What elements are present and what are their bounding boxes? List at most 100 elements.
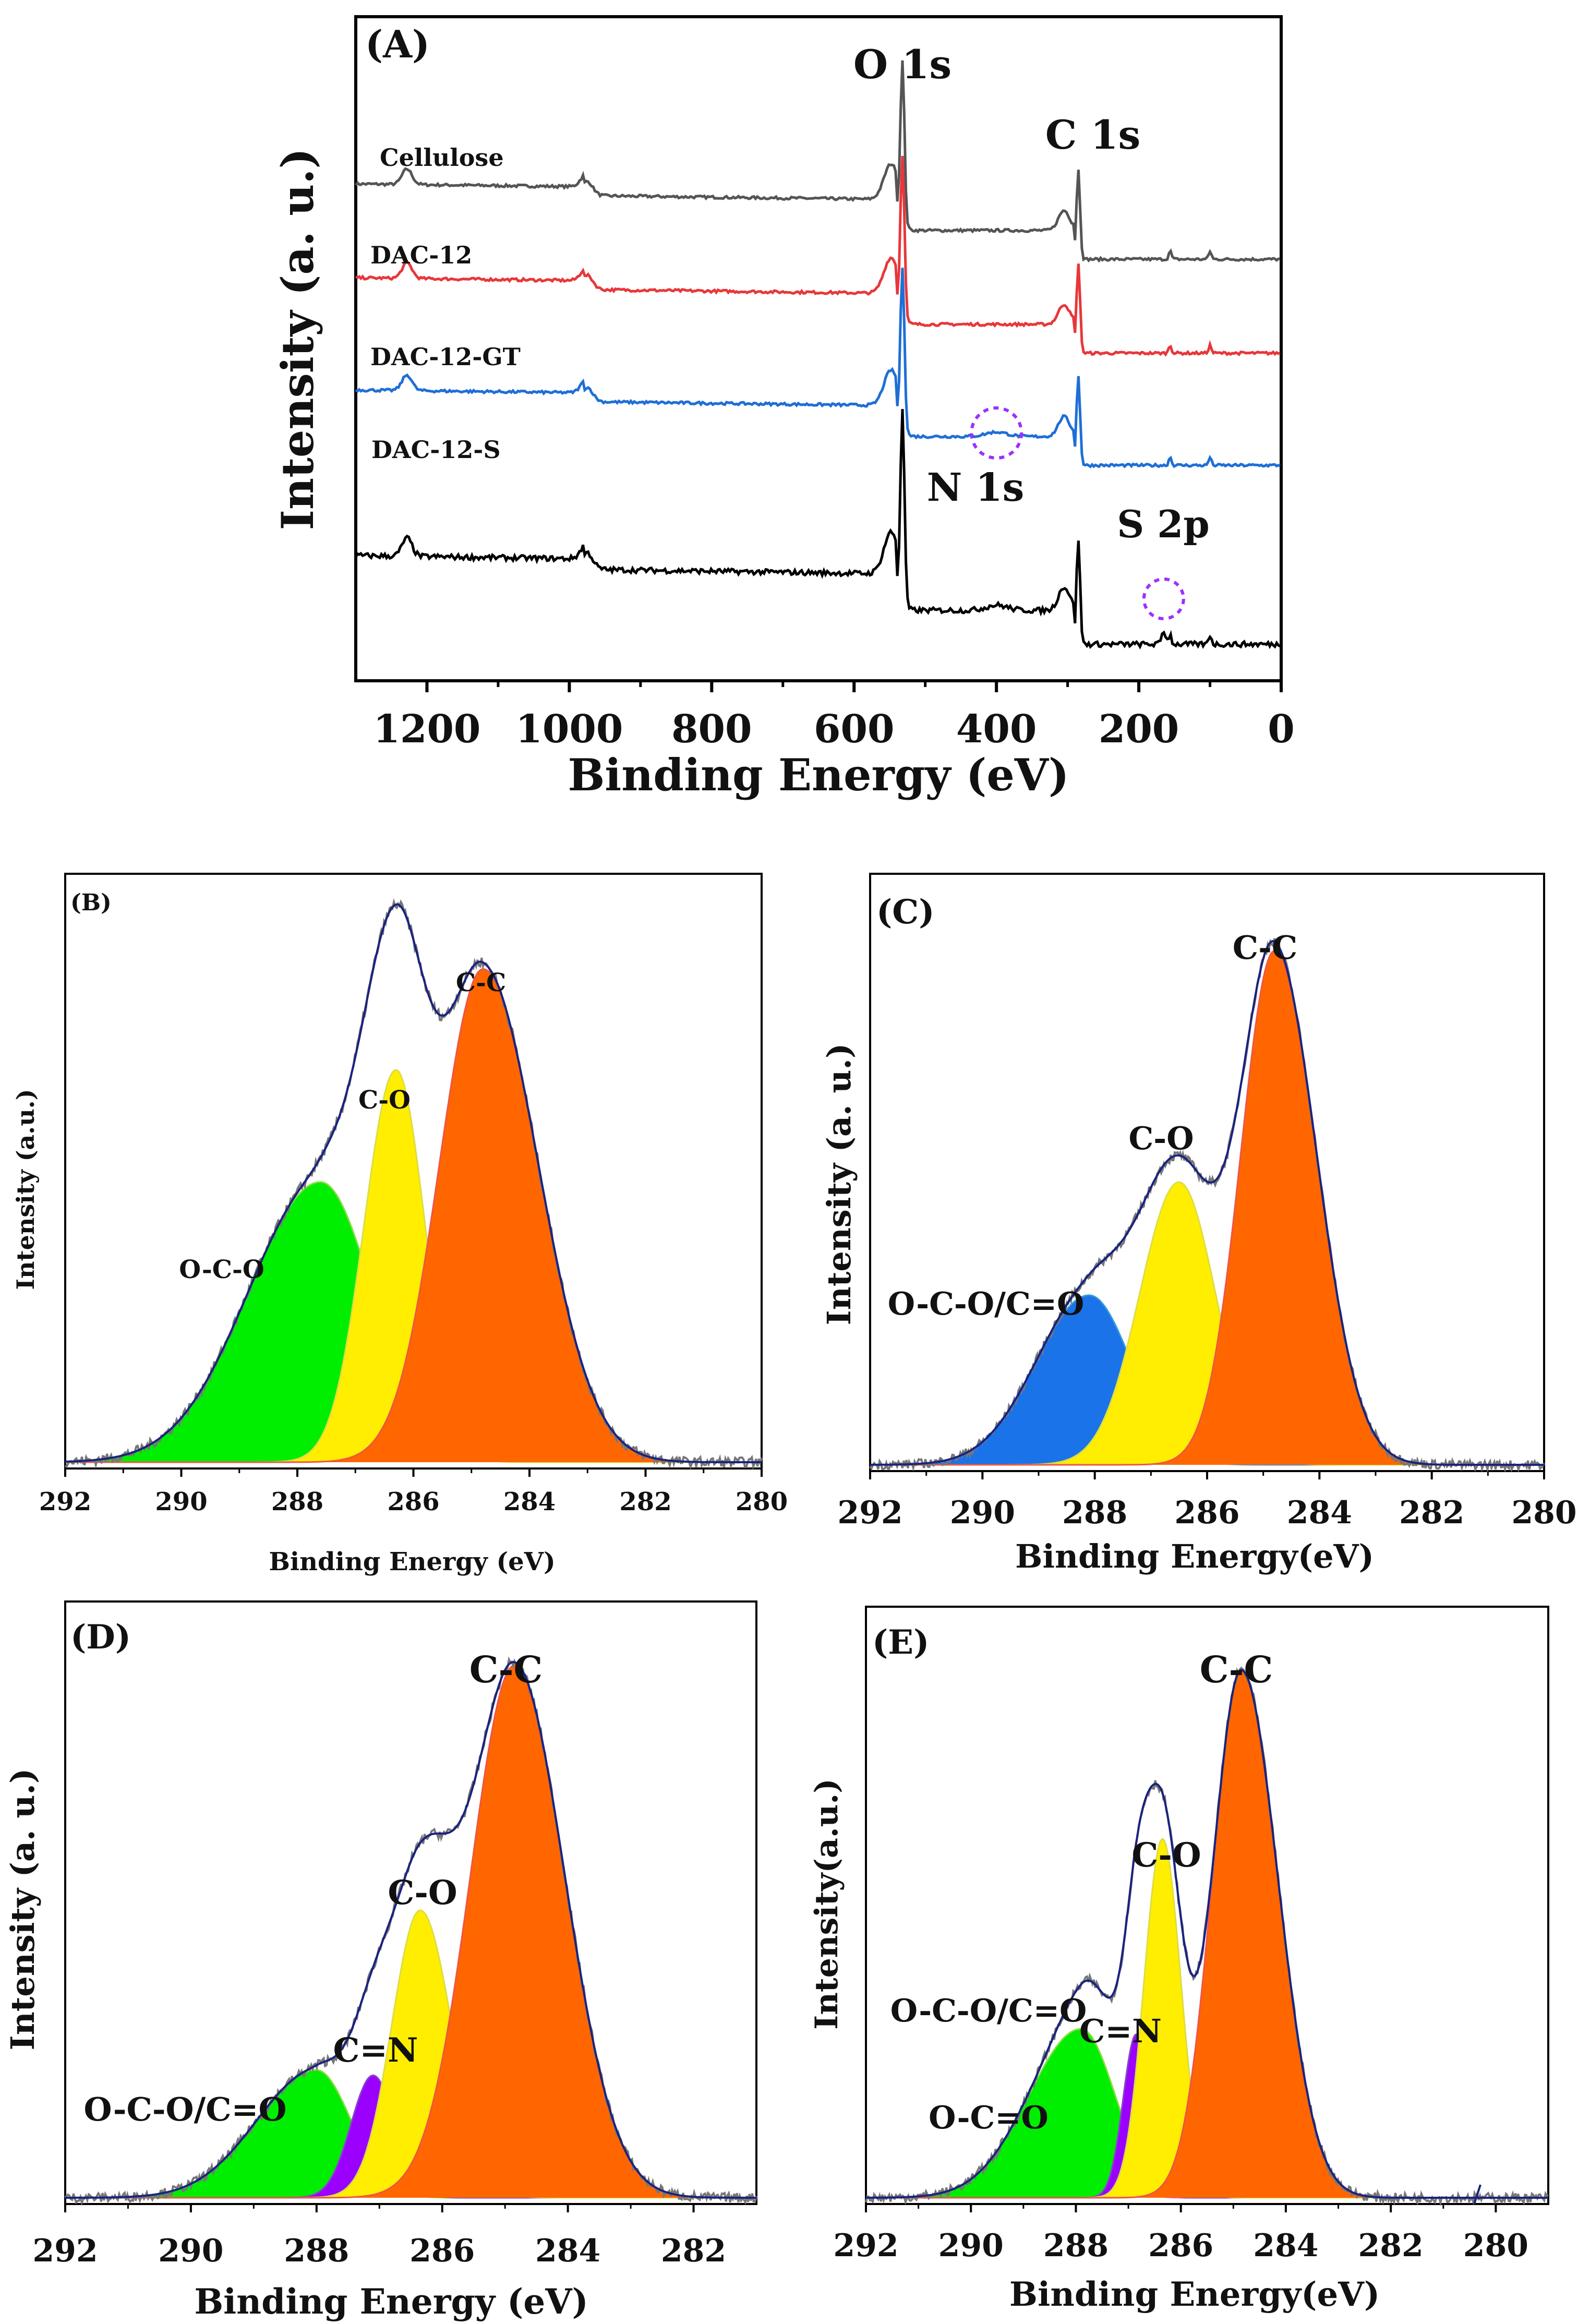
peak-label: C-C [1233,929,1297,967]
trace-end-mark [1473,2184,1481,2205]
panel-d: 292 290 288 286 284 282 (D) Binding Energy (eV)… [4,1600,757,2322]
x-tick-label: 284 [1287,1495,1352,1531]
envelope-line [866,1669,1548,2199]
x-tick-label: 284 [535,2233,600,2269]
n1s-marker-circle [970,406,1023,460]
x-tick-label: 280 [1511,1495,1576,1531]
x-axis-title: Binding Energy (eV) [269,1547,555,1576]
x-tick-label: 282 [619,1487,671,1516]
plot-frame [865,1606,1549,2205]
x-tick-label: 280 [736,1487,788,1516]
peak-label: N 1s [927,465,1025,510]
x-tick-label: 292 [39,1487,91,1516]
x-tick-label: 290 [158,2233,223,2269]
x-tick-label: 282 [1358,2227,1424,2264]
x-tick-label: 288 [271,1487,323,1516]
legend-label: DAC-12-GT [370,343,521,371]
x-tick-label: 280 [1463,2227,1528,2264]
x-tick-label: 286 [387,1487,439,1516]
peak-label: C=N [333,2031,418,2070]
x-tick-label: 1200 [373,707,480,752]
panel-label: (C) [876,893,935,932]
peak-label: C=N [1079,2012,1162,2050]
peak-fill-c-o [65,1070,762,1462]
peak-label: C-O [388,1873,457,1912]
x-tick-label: 284 [1253,2227,1318,2264]
peak-label: O-C-O/C=O [890,1993,1087,2029]
envelope-line [65,903,762,1463]
panel-a: 1200 1000 800 600 400 200 0 (A) Binding Energy (… [272,15,1295,801]
x-tick-label: 282 [661,2233,726,2269]
y-axis-title: Intensity (a.u.) [11,1089,40,1290]
peak-fill-c-c [65,969,762,1462]
series-line-dac-12 [355,155,1281,357]
series-line-dac-12-s [354,409,1281,649]
y-axis-title: Intensity (a. u.) [820,1043,858,1326]
legend-label: DAC-12 [370,241,472,269]
x-tick-label: 288 [284,2233,349,2269]
x-tick-label: 288 [1043,2227,1109,2264]
peak-label: O-C=O [929,2100,1049,2136]
x-axis-title: Binding Energy (eV) [568,749,1069,801]
x-tick-label: 286 [1174,1495,1239,1531]
series-line-cellulose [354,60,1281,263]
peak-fill-c-o [870,1182,1544,1465]
envelope-line [870,940,1544,1466]
plot-frame [64,1600,757,2205]
x-axis-title: Binding Energy (eV) [194,2281,588,2322]
peak-label: C 1s [1045,112,1141,158]
x-tick-label: 400 [956,707,1037,752]
panel-label: (A) [365,22,430,66]
x-tick-label: 286 [1148,2227,1213,2264]
peak-fill-o-c-o-c-o [870,1295,1544,1465]
peak-label: C-O [1131,1836,1201,1875]
x-tick-label: 288 [1062,1495,1127,1531]
panel-c: 292 290 288 286 284 282 280 (C) Binding Energy(e… [820,873,1577,1575]
s2p-marker-circle [1142,577,1185,620]
x-axis-title: Binding Energy(eV) [1009,2275,1380,2314]
x-tick-label: 292 [837,1495,902,1531]
x-tick-label: 290 [155,1487,207,1516]
x-tick-label: 286 [409,2233,475,2269]
peak-label: O 1s [853,41,951,88]
legend-label: DAC-12-S [371,436,501,464]
envelope-line [65,1660,756,2199]
x-tick-label: 200 [1099,707,1179,752]
peak-label: C-C [469,1648,543,1691]
peak-fill-o-c-o-c-o [65,2070,756,2198]
y-axis-title: Intensity (a. u.) [272,148,323,530]
peak-label: O-C-O/C=O [83,2090,286,2128]
x-tick-label: 284 [503,1487,556,1516]
x-tick-label: 292 [32,2233,98,2269]
legend-label: Cellulose [380,143,504,172]
peak-fill-c-c [65,1665,756,2198]
plot-frame [354,15,1283,682]
x-axis-title: Binding Energy(eV) [1015,1537,1374,1575]
series-line-dac-12-gt [355,268,1281,468]
x-tick-label: 600 [814,707,894,752]
x-tick-label: 0 [1268,707,1295,752]
peak-label: C-O [358,1086,411,1115]
panel-label: (B) [70,889,112,916]
x-tick-label: 282 [1399,1495,1464,1531]
peak-label: O-C-O [179,1255,264,1284]
x-tick-label: 292 [833,2227,898,2264]
y-axis-title: Intensity (a. u.) [4,1768,42,2051]
x-tick-label: 800 [671,707,752,752]
panel-b: 292 290 288 286 284 282 280 (B) Binding Energy (… [11,873,788,1576]
peak-label: S 2p [1117,502,1210,546]
x-tick-label: 1000 [515,707,623,752]
peak-label: C-C [456,968,506,997]
panel-label: (D) [70,1618,131,1657]
peak-fill-c-c [866,1670,1548,2198]
panel-label: (E) [872,1623,929,1662]
y-axis-title: Intensity(a.u.) [809,1778,845,2029]
peak-label: O-C-O/C=O [888,1286,1085,1322]
peak-fill-c-o [65,1910,756,2198]
x-tick-label: 290 [950,1495,1015,1531]
peak-label: C-C [1200,1648,1273,1691]
x-tick-label: 290 [938,2227,1004,2264]
peak-label: C-O [1129,1121,1194,1157]
panel-e: 292 290 288 286 284 282 280 (E) Binding Energy(e… [809,1606,1549,2314]
